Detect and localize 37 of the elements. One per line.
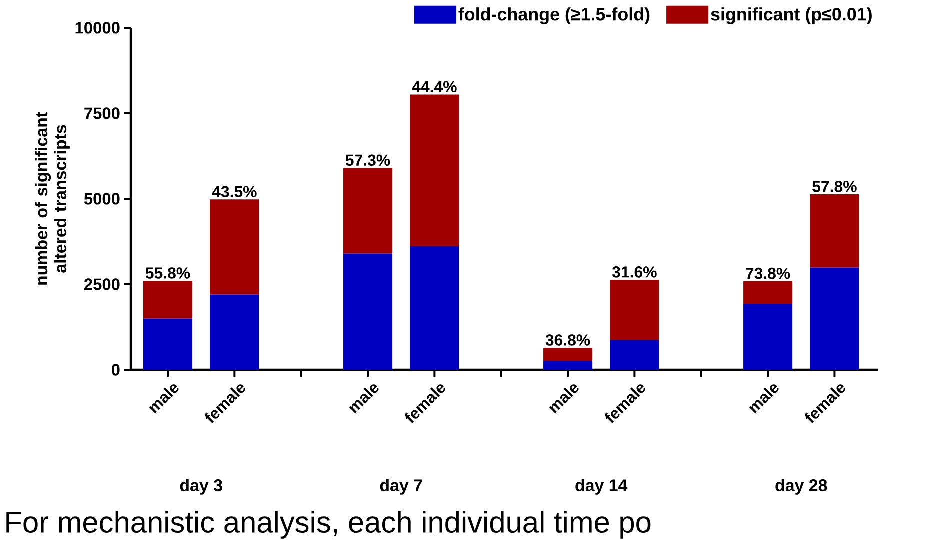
bar	[144, 318, 192, 370]
annotation: 57.3%	[346, 154, 390, 166]
text: day 7	[380, 479, 422, 495]
bar	[544, 361, 593, 370]
bar	[344, 254, 393, 370]
y-tick-label: 2500	[84, 278, 120, 290]
bar	[610, 340, 660, 370]
annotation: 57.8%	[812, 181, 857, 192]
bar	[410, 94, 460, 247]
bar	[410, 246, 460, 370]
annotation: 31.6%	[612, 266, 657, 278]
bar	[810, 268, 860, 370]
y-tick-label: 10000	[76, 22, 120, 34]
annotation: 36.8%	[546, 334, 590, 346]
legend-label: significant (p≤0.01)	[711, 8, 872, 24]
bar	[210, 294, 260, 370]
text: day 28	[776, 479, 828, 495]
bar	[144, 281, 192, 319]
bar	[744, 304, 793, 370]
annotation: 43.5%	[212, 186, 257, 198]
bar	[544, 348, 593, 362]
text: day 14	[576, 479, 628, 495]
annotation: 55.8%	[146, 268, 190, 279]
y-tick-label: 7500	[84, 108, 120, 120]
annotation: 73.8%	[746, 268, 790, 280]
y-tick-label: 0	[112, 364, 120, 376]
text: For mechanistic analysis, each individual time po	[6, 511, 651, 539]
y-axis-title: number of significant altered transcripts	[35, 112, 70, 285]
bar	[744, 281, 793, 304]
bar	[810, 194, 860, 268]
y-tick-label: 5000	[84, 193, 120, 205]
annotation: 44.4%	[412, 81, 457, 92]
bar	[610, 280, 660, 340]
bar	[210, 200, 260, 295]
text: day 3	[180, 479, 222, 495]
bar	[344, 168, 393, 254]
legend-label: fold-change (≥1.5-fold)	[458, 8, 650, 24]
